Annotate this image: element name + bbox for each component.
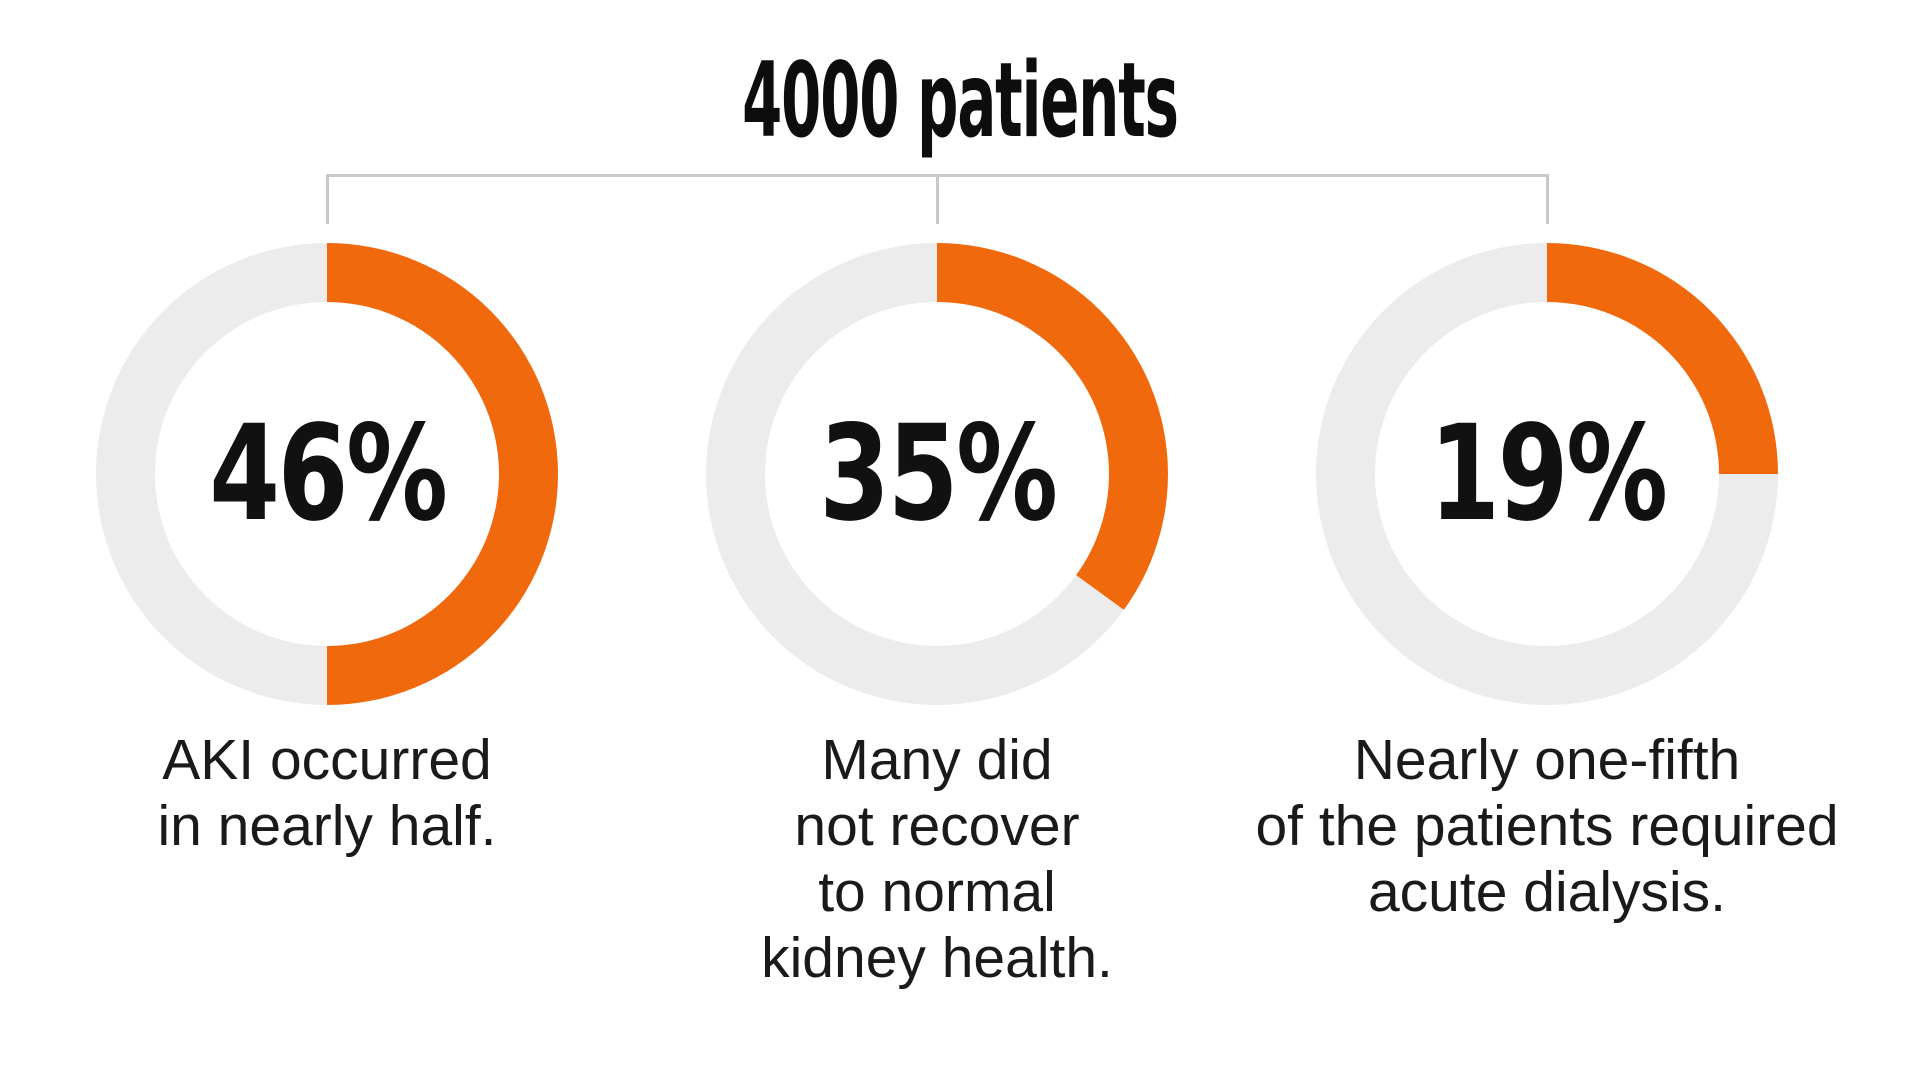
bracket-tick-right xyxy=(1546,174,1549,224)
caption-line: of the patients required xyxy=(1255,794,1839,858)
caption-line: kidney health. xyxy=(761,926,1113,990)
caption-line: AKI occurred xyxy=(162,728,492,792)
donut-chart-not-recovered: 35% xyxy=(706,243,1168,705)
caption-line: not recover xyxy=(794,794,1080,858)
donut-caption-acute-dialysis: Nearly one-fifth of the patients require… xyxy=(1237,727,1857,925)
donut-value-label: 35% xyxy=(818,397,1058,551)
caption-line: in nearly half. xyxy=(157,794,497,858)
donut-value-label: 19% xyxy=(1428,397,1668,551)
caption-line: Many did xyxy=(821,728,1053,792)
donut-hole: 35% xyxy=(765,302,1109,646)
donut-hole: 19% xyxy=(1375,302,1719,646)
page-title-text: 4000 patients xyxy=(742,41,1179,161)
donut-caption-not-recovered: Many did not recover to normal kidney he… xyxy=(627,727,1247,991)
donut-hole: 46% xyxy=(155,302,499,646)
caption-line: acute dialysis. xyxy=(1367,860,1726,924)
bracket-tick-left xyxy=(326,174,329,224)
donut-value-label: 46% xyxy=(208,397,448,551)
caption-line: to normal xyxy=(818,860,1056,924)
bracket-tick-middle xyxy=(936,174,939,224)
donut-chart-aki-occurred: 46% xyxy=(96,243,558,705)
caption-line: Nearly one-fifth xyxy=(1353,728,1741,792)
donut-chart-acute-dialysis: 19% xyxy=(1316,243,1778,705)
donut-caption-aki-occurred: AKI occurred in nearly half. xyxy=(17,727,637,859)
page-title: 4000 patients xyxy=(0,50,1920,153)
